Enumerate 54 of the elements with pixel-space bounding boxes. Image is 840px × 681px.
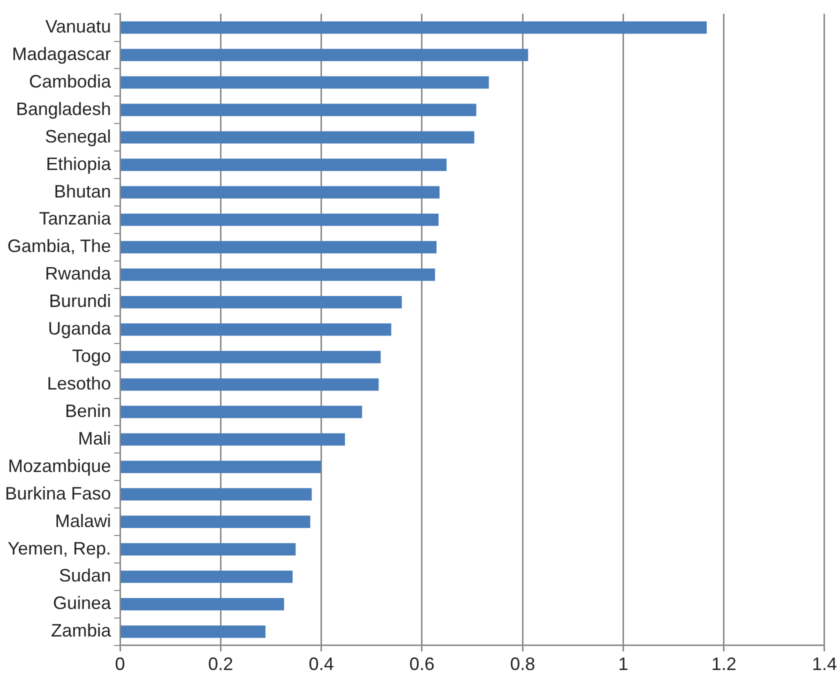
bar	[120, 158, 447, 172]
y-tick-label: Yemen, Rep.	[8, 538, 112, 558]
y-tick-label: Lesotho	[46, 373, 112, 394]
y-tick-label: Tanzania	[38, 208, 112, 229]
bar	[120, 378, 379, 391]
x-tick-label: 0.6	[409, 654, 434, 674]
bar	[120, 488, 312, 501]
bar	[120, 598, 284, 610]
bar	[120, 570, 293, 583]
y-tick-label: Zambia	[51, 620, 112, 641]
bar	[120, 104, 476, 116]
bar	[120, 131, 474, 144]
y-tick-label: Burundi	[49, 291, 112, 312]
bar	[120, 76, 489, 89]
x-tick-label: 0.2	[208, 654, 234, 674]
y-tick-label: Cambodia	[29, 71, 112, 92]
y-tick-label: Bangladesh	[16, 98, 112, 119]
x-tick-label: 0	[115, 654, 126, 674]
y-tick-label: Uganda	[48, 318, 112, 339]
bar	[120, 516, 310, 528]
bar	[120, 406, 362, 418]
y-tick-label: Benin	[65, 400, 112, 421]
y-tick-label: Mali	[78, 428, 112, 448]
y-tick-label: Malawi	[55, 510, 112, 531]
y-tick-label: Burkina Faso	[4, 483, 112, 504]
x-tick-label: 0.8	[510, 654, 536, 674]
x-tick-label: 1.2	[711, 654, 736, 674]
bar	[120, 350, 381, 364]
bar	[120, 21, 707, 34]
y-tick-label: Rwanda	[45, 264, 112, 284]
bar	[120, 48, 528, 62]
bar	[120, 268, 436, 281]
y-tick-label: Togo	[72, 346, 112, 366]
y-tick-label: Vanuatu	[45, 16, 112, 36]
y-tick-label: Ethiopia	[46, 154, 112, 174]
x-tick-label: 0.4	[308, 654, 334, 674]
y-tick-label: Sudan	[58, 566, 112, 586]
bar	[120, 460, 321, 474]
bar	[120, 296, 402, 308]
y-tick-label: Guinea	[53, 593, 112, 614]
x-tick-label: 1.4	[812, 654, 838, 674]
y-tick-label: Bhutan	[54, 181, 112, 202]
y-tick-label: Madagascar	[12, 44, 112, 64]
y-tick-label: Mozambique	[8, 456, 112, 476]
y-tick-label: Gambia, The	[7, 236, 112, 256]
bar	[120, 214, 439, 226]
bar	[120, 543, 296, 556]
bar	[120, 433, 345, 446]
y-tick-label: Senegal	[44, 126, 112, 146]
bar	[120, 241, 437, 254]
bar	[120, 186, 440, 198]
bar	[120, 625, 266, 638]
bar	[120, 323, 392, 336]
x-tick-label: 1	[618, 654, 628, 674]
